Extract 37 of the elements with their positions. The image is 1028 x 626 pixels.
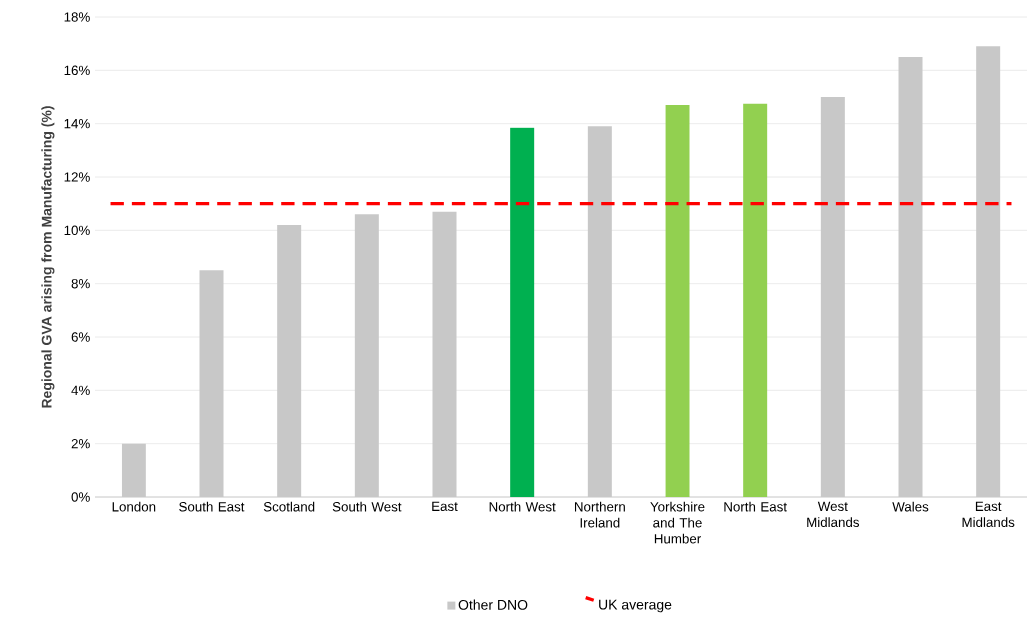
x-tick-label: Wales (892, 501, 929, 512)
bar (432, 211, 457, 497)
y-tick-label: 16% (64, 65, 90, 76)
bar (510, 127, 535, 497)
bar (121, 443, 146, 497)
bar (743, 103, 768, 497)
x-tick-label: South East (179, 501, 245, 512)
bar (665, 105, 690, 497)
x-tick-label: Northern Ireland (574, 501, 625, 528)
x-tick-label: West Midlands (807, 501, 860, 528)
x-tick-label: North West (489, 501, 556, 512)
y-axis-title: Regional GVA arising from Manufacturing (%) (41, 106, 55, 408)
y-tick-label: 4% (71, 385, 90, 396)
y-tick-label: 14% (64, 118, 90, 129)
bar (820, 97, 845, 497)
x-tick-label: East Midlands (962, 501, 1015, 528)
y-tick-label: 6% (71, 332, 90, 342)
bar (354, 214, 379, 497)
y-tick-label: 2% (71, 438, 90, 449)
bar (277, 225, 302, 497)
legend-label: Other DNO (458, 599, 528, 610)
y-tick-label: 10% (64, 225, 90, 236)
y-tick-label: 18% (64, 12, 90, 22)
bar (976, 46, 1001, 497)
y-tick-label: 8% (71, 278, 90, 289)
x-tick-label: East (432, 501, 458, 512)
x-tick-label: Scotland (263, 501, 315, 512)
legend-label: UK average (599, 599, 672, 613)
x-tick-label: Yorkshire and The Humber (650, 501, 705, 544)
x-tick-label: North East (724, 501, 787, 512)
y-tick-label: 0% (71, 492, 90, 502)
bar (898, 57, 923, 497)
x-tick-label: London (112, 501, 156, 512)
bar (587, 126, 612, 497)
x-tick-label: South West (332, 501, 402, 512)
bar (199, 270, 224, 497)
y-tick-label: 12% (64, 172, 90, 182)
